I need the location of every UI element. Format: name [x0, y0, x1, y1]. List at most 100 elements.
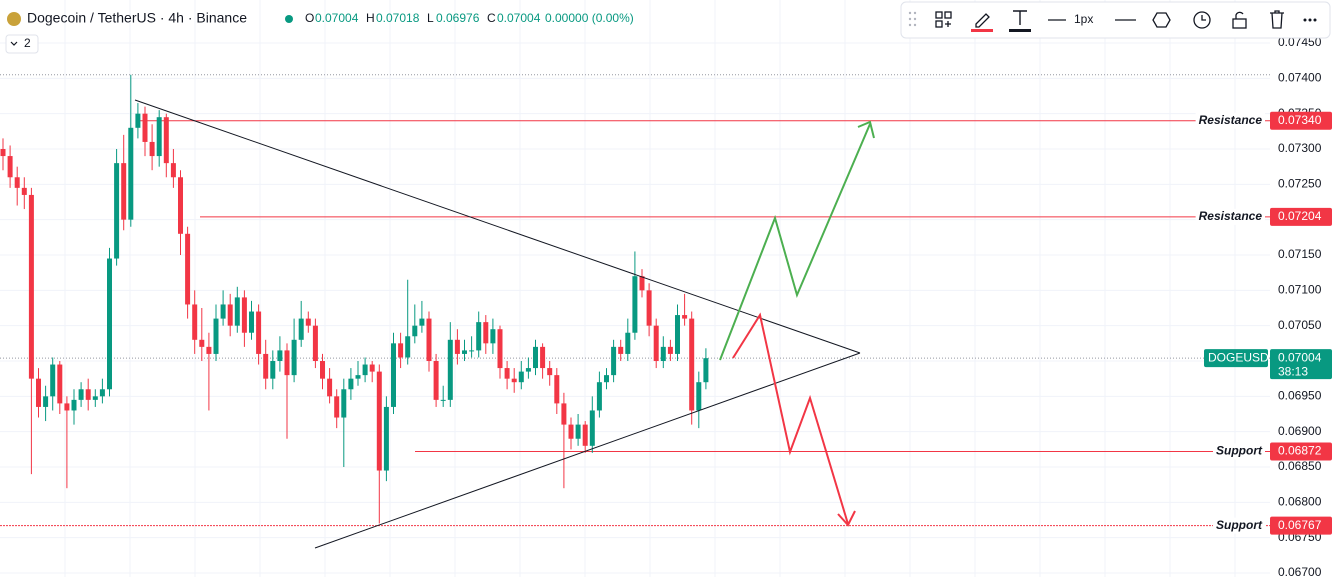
symbol-badge	[1204, 349, 1268, 368]
candle-body	[561, 403, 567, 425]
y-tick-label: 0.07250	[1278, 177, 1322, 191]
candle-body	[263, 353, 269, 379]
candle-body	[241, 297, 247, 333]
candle-body	[667, 346, 673, 354]
candle-body	[682, 315, 688, 319]
level-value: 0.06767	[1278, 518, 1322, 532]
candle-body	[291, 339, 297, 376]
line-width: 1px	[1074, 12, 1093, 26]
candle-body	[206, 346, 212, 354]
y-tick-label: 0.06700	[1278, 565, 1322, 577]
text-color-button[interactable]	[1009, 10, 1031, 32]
y-tick-label: 0.07300	[1278, 141, 1322, 155]
candle-body	[405, 336, 411, 358]
alert-button[interactable]	[1193, 11, 1211, 29]
level-badge	[1270, 516, 1332, 535]
candle-body	[284, 350, 290, 376]
candle-body	[7, 156, 13, 178]
candle-body	[64, 403, 70, 411]
candle-body	[391, 343, 396, 407]
candle-body	[156, 117, 162, 157]
candle-body	[611, 346, 617, 376]
candle-body	[433, 361, 439, 400]
candle-body	[0, 149, 6, 157]
projection-arrow	[719, 123, 871, 361]
color-button[interactable]	[971, 13, 993, 32]
ohlc-key: O	[305, 11, 314, 25]
y-tick-label: 0.07400	[1278, 71, 1322, 85]
delete-button[interactable]	[1270, 10, 1284, 29]
symbol-title: Dogecoin / TetherUS · 4h · Binance	[27, 10, 247, 26]
candle-body	[142, 113, 148, 142]
projection-arrow	[732, 312, 849, 525]
candle-body	[99, 389, 105, 397]
candle-body	[369, 364, 375, 372]
candle-body	[128, 127, 134, 220]
ohlc-key: C	[487, 11, 496, 25]
candle-body	[43, 396, 49, 407]
arrow-head	[857, 120, 875, 139]
candles	[0, 74, 709, 524]
status-dot	[285, 15, 293, 23]
candle-body	[249, 311, 254, 333]
candle-body	[589, 410, 595, 446]
candle-body	[504, 368, 510, 379]
candle-body	[227, 304, 233, 326]
candle-body	[618, 346, 624, 354]
template-button[interactable]	[935, 11, 952, 28]
candle-body	[497, 329, 503, 369]
countdown: 38:13	[1278, 364, 1308, 378]
level-label: Resistance	[1199, 209, 1263, 223]
candle-body	[85, 389, 91, 400]
candle-body	[675, 315, 680, 354]
candle-body	[213, 318, 219, 354]
ohlc-value: 0.07004	[497, 11, 541, 25]
candle-body	[554, 375, 560, 404]
indicator-toggle[interactable]	[5, 34, 39, 54]
line-width-button[interactable]: 1px	[1048, 12, 1093, 26]
candle-body	[689, 318, 695, 411]
level-label: Support	[1216, 518, 1263, 532]
drawings	[134, 99, 875, 549]
legend: Dogecoin / TetherUS · 4h · Binance O 0.0…	[5, 10, 634, 54]
candle-body	[298, 318, 304, 340]
y-tick-label: 0.07450	[1278, 35, 1322, 49]
drawing-toolbar: 1px	[900, 1, 1331, 39]
candle-body	[270, 361, 276, 379]
candle-body	[220, 304, 226, 319]
candle-body	[483, 322, 489, 344]
candle-body	[596, 382, 602, 411]
candle-body	[518, 371, 524, 383]
candle-body	[469, 350, 475, 352]
candle-body	[21, 187, 27, 195]
more-button[interactable]	[1303, 18, 1317, 22]
candle-body	[192, 304, 198, 340]
indicator-count: 2	[24, 36, 31, 50]
candle-body	[476, 322, 482, 351]
levels	[0, 74, 1270, 527]
candle-body	[277, 350, 283, 361]
y-tick-label: 0.06850	[1278, 459, 1322, 473]
candle-body	[575, 424, 581, 439]
candle-body	[121, 163, 127, 220]
candle-body	[362, 364, 368, 376]
candle-body	[540, 346, 546, 369]
candle-body	[632, 276, 638, 333]
level-value: 0.07340	[1278, 113, 1322, 127]
candle-body	[604, 375, 609, 383]
candle-body	[28, 194, 34, 379]
level-label: Resistance	[1199, 113, 1263, 127]
symbol-label: DOGEUSDT	[1208, 350, 1277, 364]
lock-button[interactable]	[1232, 11, 1247, 29]
ohlc-value: 0.07004	[315, 11, 359, 25]
candle-body	[334, 396, 340, 418]
settings-button[interactable]	[1152, 12, 1171, 28]
candle-body	[348, 378, 354, 390]
candle-body	[170, 163, 176, 178]
candle-body	[92, 396, 98, 400]
candle-body	[14, 177, 20, 188]
change: 0.00000 (0.00%)	[545, 11, 634, 25]
ohlc-key: H	[366, 11, 375, 25]
